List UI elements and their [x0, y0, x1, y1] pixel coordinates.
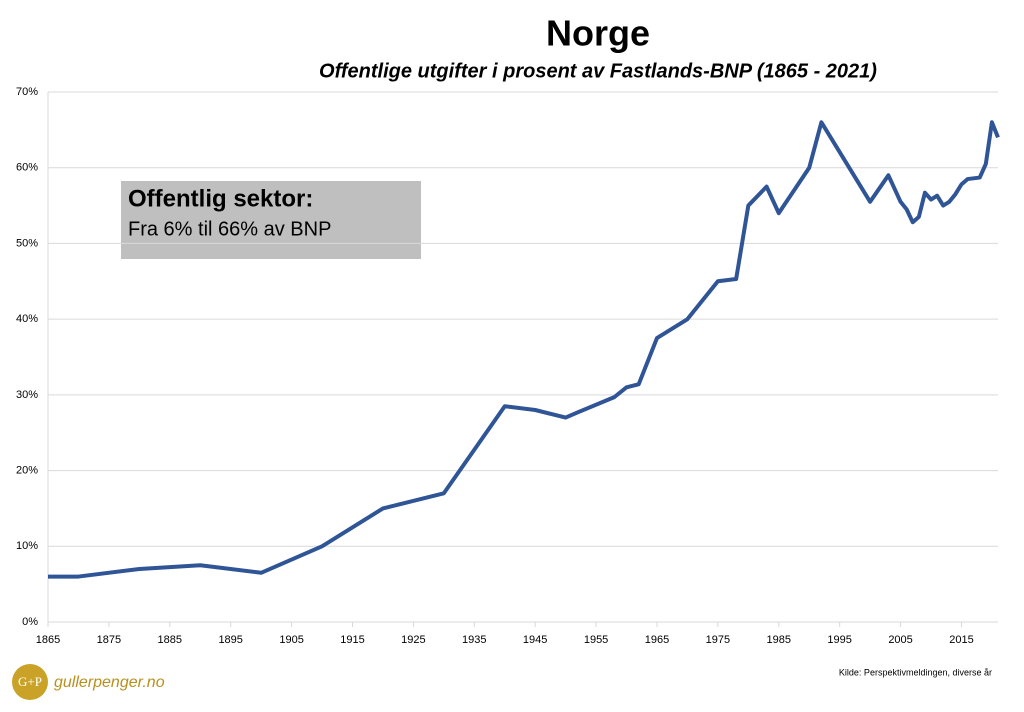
chart-title: Norge [546, 13, 650, 54]
y-tick-label: 20% [16, 464, 38, 476]
y-tick-label: 30% [16, 389, 38, 401]
x-tick-label: 1875 [97, 634, 121, 646]
x-tick-label: 1975 [706, 634, 730, 646]
chart-subtitle: Offentlige utgifter i prosent av Fastlan… [319, 60, 877, 82]
logo-mark: G+P [18, 674, 42, 689]
x-tick-label: 1935 [462, 634, 486, 646]
x-tick-label: 1955 [584, 634, 608, 646]
y-tick-label: 50% [16, 237, 38, 249]
x-tick-label: 1895 [218, 634, 242, 646]
x-tick-label: 2015 [949, 634, 973, 646]
annotation-box [121, 181, 421, 259]
source: Kilde: Perspektivmeldingen, diverse år [839, 667, 992, 677]
x-tick-label: 1915 [340, 634, 364, 646]
logo-text: gullerpenger.no [54, 674, 165, 691]
y-tick-label: 70% [16, 86, 38, 98]
annotation: Offentlig sektor: [128, 185, 313, 212]
line [48, 120, 1000, 579]
x-tick-label: 2005 [888, 634, 912, 646]
x-tick-label: 1865 [36, 634, 60, 646]
y-tick-label: 10% [16, 540, 38, 552]
x-tick-label: 1945 [523, 634, 547, 646]
y-tick-label: 60% [16, 162, 38, 174]
x-tick-label: 1995 [827, 634, 851, 646]
x-tick-label: 1965 [645, 634, 669, 646]
x-tick-label: 1905 [279, 634, 303, 646]
annotation: Fra 6% til 66% av BNP [128, 218, 331, 240]
logo-icon [12, 664, 48, 700]
x-tick-label: 1885 [158, 634, 182, 646]
x-tick-label: 1985 [767, 634, 791, 646]
y-tick-label: 40% [16, 313, 38, 325]
x-tick-label: 1925 [401, 634, 425, 646]
y-tick-label: 0% [22, 616, 38, 628]
